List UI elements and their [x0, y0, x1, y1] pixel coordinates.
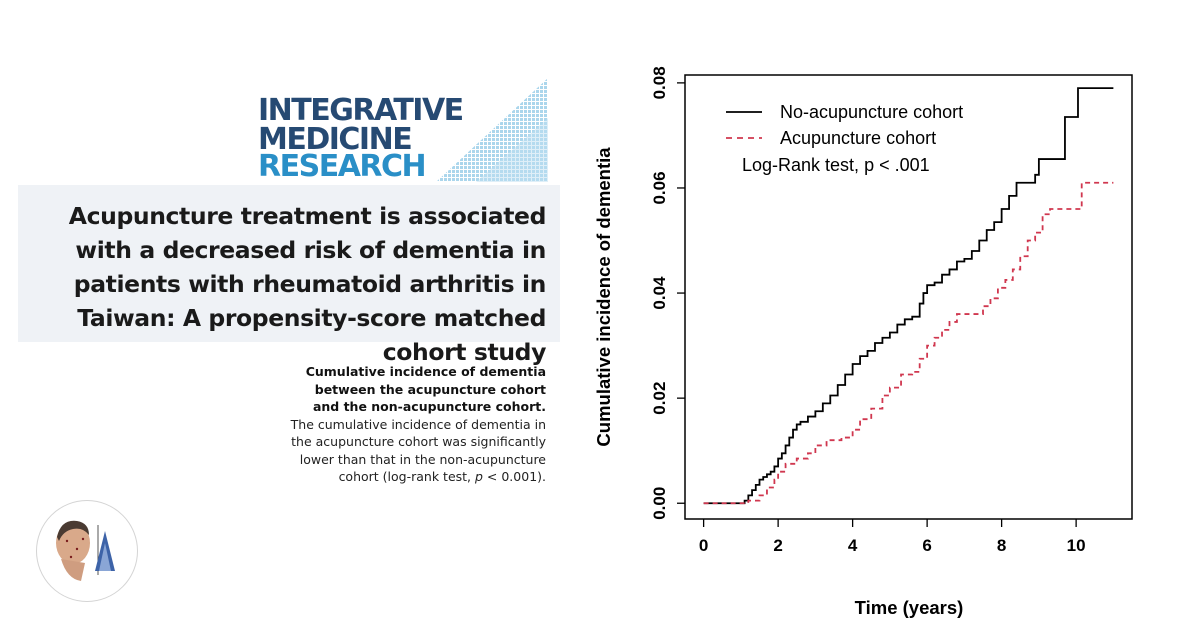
x-tick-label: 6: [922, 536, 931, 555]
logo-pattern-icon: [436, 78, 548, 182]
legend-label-acupuncture: Acupuncture cohort: [780, 128, 936, 148]
x-tick-label: 10: [1067, 536, 1086, 555]
figure-caption: Cumulative incidence of dementia between…: [290, 363, 546, 486]
legend-label-no-acupuncture: No-acupuncture cohort: [780, 102, 963, 122]
plot-frame: [684, 74, 1133, 520]
logo-word-2: MEDICINE: [258, 122, 413, 157]
caption-p-symbol: p: [475, 469, 483, 484]
x-axis-label: Time (years): [855, 597, 964, 618]
article-title: Acupuncture treatment is associated with…: [68, 202, 547, 366]
x-axis: 0 2 4 6 8 10: [699, 519, 1086, 555]
x-tick-label: 0: [699, 536, 708, 555]
y-tick-label: 0.06: [650, 171, 669, 204]
title-panel: Acupuncture treatment is associated with…: [18, 185, 560, 366]
series-layer: [703, 87, 1114, 505]
logo-word-1: INTEGRATIVE: [258, 93, 464, 128]
series-line-no-acupuncture: [703, 87, 1114, 505]
log-rank-annotation: Log-Rank test, p < .001: [742, 155, 930, 175]
y-axis: 0.00 0.02 0.04 0.06 0.08: [650, 66, 685, 520]
brand-avatar: [36, 500, 138, 602]
y-tick-label: 0.04: [650, 276, 669, 310]
journal-logo: INTEGRATIVE MEDICINE RESEARCH: [258, 78, 548, 182]
series-line-acupuncture: [703, 181, 1114, 505]
x-tick-label: 2: [773, 536, 782, 555]
caption-body-end: < 0.001).: [482, 469, 546, 484]
y-axis-label: Cumulative incidence of dementia: [593, 147, 614, 447]
x-tick-label: 8: [997, 536, 1006, 555]
x-tick-label: 4: [848, 536, 858, 555]
caption-body: The cumulative incidence of dementia in …: [290, 416, 546, 485]
legend: No-acupuncture cohort Acupuncture cohort…: [726, 102, 963, 175]
logo-word-3: RESEARCH: [258, 149, 427, 184]
cumulative-incidence-chart: 0.00 0.02 0.04 0.06 0.08 0 2 4 6 8 10 Cumulative …: [593, 66, 1133, 618]
y-tick-label: 0.02: [650, 382, 669, 415]
caption-heading: Cumulative incidence of dementia between…: [305, 364, 546, 414]
y-tick-label: 0.00: [650, 487, 669, 520]
head-acupoints-icon: [56, 520, 115, 581]
y-tick-label: 0.08: [650, 66, 669, 99]
